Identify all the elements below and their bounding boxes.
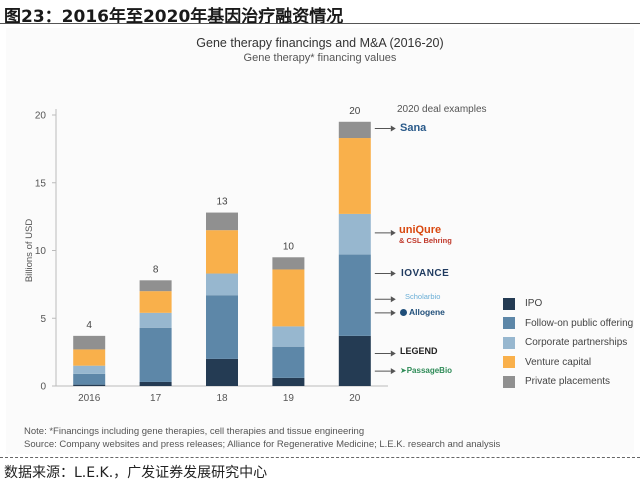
y-tick-label: 10: [35, 246, 47, 257]
bar-segment: [272, 346, 305, 378]
logo-scholar-rock: Scholarbio: [405, 292, 441, 301]
legend-label: IPO: [525, 298, 543, 310]
bar-total-label: 4: [86, 320, 92, 331]
logo-sana: Sana: [400, 122, 427, 134]
legend-label: Corporate partnerships: [525, 337, 628, 349]
x-tick-label: 18: [216, 393, 228, 404]
legend-swatch-corporate: [503, 336, 515, 349]
bar-segment: [338, 121, 371, 139]
chart-legend: IPO Follow-on public offering Corporate …: [503, 294, 633, 392]
bottom-rule: [0, 457, 640, 458]
chart-panel: [6, 28, 634, 454]
passage-bio-mark-icon: ➤: [400, 366, 407, 375]
logo-csl-behring: & CSL Behring: [399, 236, 452, 245]
deal-arrow-head: [390, 229, 396, 236]
legend-label: Venture capital: [525, 356, 592, 368]
x-tick-label: 17: [150, 393, 162, 404]
x-tick-label: 2016: [78, 393, 101, 404]
logo-uniqure: uniQure: [399, 224, 442, 236]
source-line: 数据来源：L.E.K.，广发证券发展研究中心: [4, 465, 268, 481]
deal-arrow-head: [390, 368, 396, 375]
bar-segment: [73, 373, 106, 385]
x-tick-label: 20: [349, 393, 361, 404]
bar-segment: [272, 326, 305, 347]
legend-swatch-private: [503, 375, 515, 388]
deal-arrow-head: [390, 309, 396, 316]
logo-allogene: Allogene: [400, 307, 445, 317]
deal-arrow-head: [390, 270, 396, 277]
bar-total-label: 8: [153, 264, 159, 275]
bar-segment: [338, 335, 371, 386]
legend-label: Private placements: [525, 376, 611, 388]
bar-segment: [206, 358, 238, 386]
legend-item-corporate: Corporate partnerships: [503, 333, 633, 353]
bar-segment: [206, 295, 238, 359]
y-tick-label: 15: [35, 178, 47, 189]
bar-segment: [338, 138, 371, 214]
bar-segment: [206, 273, 238, 296]
legend-item-follow-on: Follow-on public offering: [503, 314, 633, 334]
logo-legend: LEGEND: [400, 346, 438, 356]
legend-item-ipo: IPO: [503, 294, 633, 314]
bar-total-label: 20: [349, 106, 361, 117]
bar-segment: [206, 212, 238, 231]
figure-title: 图23：2016年至2020年基因治疗融资情况: [4, 7, 344, 27]
y-axis-label: Billions of USD: [24, 219, 35, 282]
bar-total-label: 13: [216, 197, 228, 208]
legend-swatch-venture: [503, 356, 515, 369]
chart-note: Note: *Financings including gene therapi…: [24, 426, 365, 437]
bar-segment: [73, 335, 106, 350]
bar-segment: [73, 349, 106, 366]
bar-segment: [139, 312, 172, 328]
legend-item-venture: Venture capital: [503, 353, 633, 373]
y-tick-label: 5: [40, 314, 46, 325]
y-tick-label: 0: [40, 382, 46, 393]
legend-swatch-follow-on: [503, 317, 515, 330]
bar-segment: [272, 377, 305, 386]
allogene-mark-icon: [400, 309, 407, 317]
bar-segment: [139, 280, 172, 292]
deal-examples-header: 2020 deal examples: [397, 104, 487, 115]
logo-iovance: IOVANCE: [401, 268, 450, 279]
bar-segment: [139, 291, 172, 313]
chart-title: Gene therapy financings and M&A (2016-20…: [196, 36, 444, 50]
bar-segment: [338, 213, 371, 255]
bar-segment: [139, 327, 172, 382]
deal-arrow-head: [390, 350, 396, 357]
top-rule: [0, 23, 640, 24]
bar-total-label: 10: [283, 241, 295, 252]
bar-segment: [73, 365, 106, 374]
chart-source: Source: Company websites and press relea…: [24, 439, 501, 450]
logo-passage-bio: ➤PassageBio: [400, 366, 453, 375]
bar-segment: [272, 269, 305, 327]
bar-segment: [206, 230, 238, 274]
chart-subtitle: Gene therapy* financing values: [243, 52, 397, 64]
bar-segment: [73, 384, 106, 386]
bar-segment: [338, 254, 371, 336]
bar-segment: [139, 381, 172, 386]
bar-segment: [272, 257, 305, 270]
y-tick-label: 20: [35, 111, 47, 122]
legend-item-private: Private placements: [503, 372, 633, 392]
deal-arrow-head: [390, 296, 396, 303]
x-tick-label: 19: [283, 393, 295, 404]
legend-label: Follow-on public offering: [525, 317, 634, 329]
deal-arrow-head: [390, 125, 396, 132]
legend-swatch-ipo: [503, 297, 515, 310]
